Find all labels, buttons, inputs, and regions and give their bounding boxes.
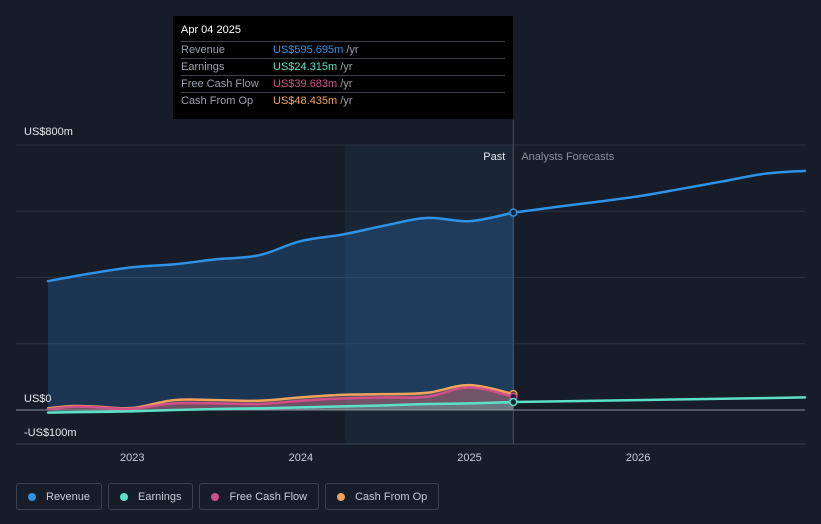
revenue-forecast-line bbox=[512, 169, 807, 214]
tooltip-label: Cash From Op bbox=[181, 95, 254, 107]
tooltip-unit: /yr bbox=[340, 78, 353, 90]
revenue-marker bbox=[509, 208, 518, 217]
revenue-area bbox=[48, 212, 514, 410]
x-tick-label: 2024 bbox=[289, 452, 313, 464]
legend-item-revenue[interactable]: Revenue bbox=[16, 483, 103, 510]
earnings-forecast-line bbox=[512, 396, 807, 404]
legend-item-cash-from-op[interactable]: Cash From Op bbox=[325, 483, 440, 510]
legend-dot-icon bbox=[337, 492, 346, 501]
tooltip-unit: /yr bbox=[346, 44, 359, 56]
tooltip-unit: /yr bbox=[340, 95, 353, 107]
past-label: Past bbox=[483, 151, 505, 163]
forecast-label: Analysts Forecasts bbox=[521, 151, 614, 163]
legend-dot-icon bbox=[28, 492, 36, 501]
legend: Revenue Earnings Free Cash Flow Cash Fro… bbox=[16, 483, 440, 510]
tooltip-date: Apr 04 2025 bbox=[181, 24, 241, 36]
legend-label: Cash From Op bbox=[355, 490, 428, 503]
tooltip-unit: /yr bbox=[340, 61, 353, 73]
tooltip-row-free-cash-flow: Free Cash Flow US$39.683m /yr bbox=[181, 75, 505, 92]
tooltip-value: US$48.435m bbox=[273, 95, 338, 107]
y-axis-label: US$800m bbox=[24, 126, 73, 138]
tooltip-row-earnings: Earnings US$24.315m /yr bbox=[181, 58, 505, 75]
tooltip-label: Revenue bbox=[181, 44, 226, 56]
earnings-marker bbox=[509, 397, 518, 407]
legend-item-free-cash-flow[interactable]: Free Cash Flow bbox=[199, 483, 320, 510]
free-cash-flow-line bbox=[46, 386, 515, 411]
legend-label: Revenue bbox=[46, 490, 91, 503]
tooltip: Apr 04 2025 Revenue US$595.695m /yr Earn… bbox=[173, 16, 513, 119]
x-tick-label: 2023 bbox=[120, 452, 144, 464]
legend-label: Earnings bbox=[138, 490, 182, 503]
tooltip-value: US$595.695m bbox=[273, 44, 344, 56]
x-tick-label: 2025 bbox=[457, 452, 481, 464]
legend-dot-icon bbox=[211, 492, 220, 501]
tooltip-label: Earnings bbox=[181, 61, 225, 73]
tooltip-row-revenue: Revenue US$595.695m /yr bbox=[181, 41, 505, 58]
earnings-line bbox=[46, 400, 515, 414]
legend-item-earnings[interactable]: Earnings bbox=[108, 483, 194, 510]
tooltip-row-cash-from-op: Cash From Op US$48.435m /yr bbox=[181, 92, 505, 109]
y-axis-label: -US$100m bbox=[24, 427, 77, 439]
tooltip-value: US$39.683m bbox=[273, 78, 338, 90]
revenue-line bbox=[46, 211, 515, 283]
legend-dot-icon bbox=[120, 492, 129, 501]
x-tick-label: 2026 bbox=[626, 452, 650, 464]
tooltip-label: Free Cash Flow bbox=[181, 78, 259, 90]
legend-label: Free Cash Flow bbox=[229, 490, 308, 503]
tooltip-value: US$24.315m bbox=[273, 61, 338, 73]
y-axis-label: US$0 bbox=[24, 393, 52, 405]
